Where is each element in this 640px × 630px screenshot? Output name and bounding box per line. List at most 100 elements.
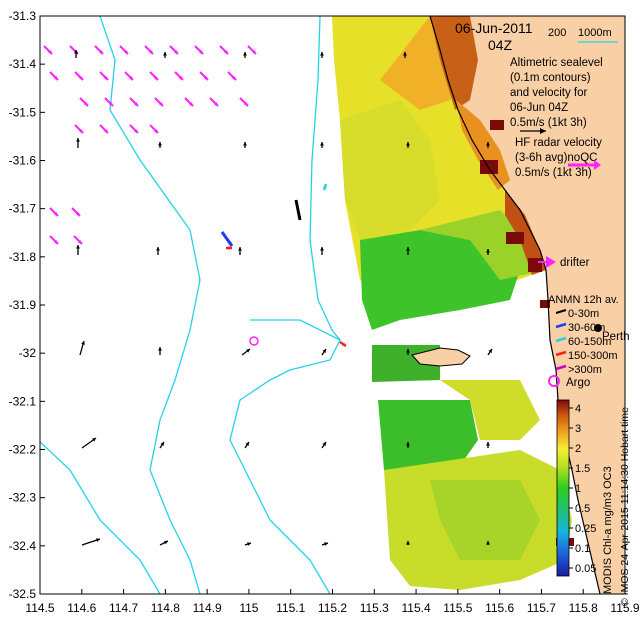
- hf-radar-arrow-head: [232, 76, 236, 80]
- altimetry-arrow-head: [406, 541, 410, 545]
- hf-radar-arrow-head: [79, 129, 83, 133]
- hf-radar-arrow-head: [214, 102, 218, 106]
- isobath-contours: [40, 16, 341, 594]
- svg-text:ANMN 12h av.: ANMN 12h av.: [548, 294, 619, 306]
- svg-text:0.5m/s (1kt 3h): 0.5m/s (1kt 3h): [510, 117, 587, 129]
- colorbar-tick-label: 0.25: [575, 523, 596, 535]
- y-tick-label: -31.3: [9, 9, 37, 23]
- altimetry-arrow-head: [486, 249, 490, 253]
- hf-radar-arrow-head: [244, 102, 248, 106]
- svg-text:HF radar velocity: HF radar velocity: [515, 137, 602, 149]
- colorbar-label: MODIS Chl-a mg/m3 OC3: [602, 466, 614, 594]
- altimetry-arrow-head: [156, 247, 160, 251]
- x-tick-label: 115.3: [360, 601, 389, 615]
- svg-text:and velocity for: and velocity for: [510, 87, 588, 99]
- land-area: [430, 16, 625, 594]
- hf-radar-arrow-head: [54, 76, 58, 80]
- map-time: 04Z: [488, 37, 513, 53]
- hf-radar-arrow-head: [189, 102, 193, 106]
- y-tick-label: -32.5: [9, 587, 37, 601]
- svg-text:drifter: drifter: [560, 257, 590, 269]
- altimetry-arrow-head: [297, 216, 302, 220]
- hf-radar-arrow-head: [129, 76, 133, 80]
- svg-text:0-30m: 0-30m: [568, 308, 599, 320]
- velocity-vectors: [43, 45, 493, 546]
- altimetry-arrow-head: [243, 52, 247, 56]
- altimetry-arrow-head: [247, 542, 251, 546]
- y-tick-label: -31.8: [9, 250, 37, 264]
- chlorophyll-field: [332, 16, 572, 590]
- altimetry-arrow-head: [96, 538, 100, 542]
- colorbar-tick-label: 0.5: [575, 503, 590, 515]
- altimetry-arrow-head: [92, 438, 96, 442]
- altimetry-arrow-head: [320, 52, 324, 56]
- colorbar-tick-label: 2: [575, 443, 581, 455]
- hf-radar-arrow-head: [54, 240, 58, 244]
- altimetry-arrow-head: [164, 540, 168, 545]
- perth-label: Perth: [602, 331, 630, 343]
- chlorophyll-colorbar: [556, 399, 570, 577]
- hf-radar-arrow-head: [99, 50, 103, 54]
- hf-radar-arrow-head: [104, 76, 108, 80]
- hf-radar-arrow-head: [54, 212, 58, 216]
- hf-radar-arrow-head: [78, 240, 82, 244]
- isobath-200: 200: [548, 27, 566, 39]
- altimetry-arrow-head: [320, 142, 324, 146]
- hf-radar-arrow-head: [174, 50, 178, 54]
- anmn-mooring-arrow-head: [228, 242, 232, 246]
- rottnest-island: [411, 347, 471, 367]
- hf-radar-arrow-head: [48, 50, 52, 54]
- y-tick-label: -31.7: [9, 202, 37, 216]
- x-tick-label: 115.9: [610, 601, 639, 615]
- hf-radar-arrow-head: [154, 129, 158, 133]
- colorbar-tick-label: 3: [575, 423, 581, 435]
- altimetry-arrow-head: [403, 52, 407, 56]
- x-tick-label: 114.8: [151, 601, 180, 615]
- svg-text:06-Jun 04Z: 06-Jun 04Z: [510, 102, 568, 114]
- y-tick-label: -32.1: [9, 394, 37, 408]
- anmn-mooring-arrow-head: [323, 184, 327, 188]
- y-tick-label: -32.4: [9, 539, 37, 553]
- altimetry-arrow-head: [486, 442, 490, 446]
- hf-radar-arrow-head: [149, 50, 153, 54]
- hf-radar-arrow-head: [134, 102, 138, 106]
- hf-radar-arrow-head: [159, 102, 163, 106]
- altimetry-arrow-head: [322, 349, 326, 353]
- y-tick-label: -32.3: [9, 491, 37, 505]
- hf-radar-arrow-head: [109, 102, 113, 106]
- x-tick-label: 114.6: [67, 601, 96, 615]
- hf-radar-arrow-head: [204, 76, 208, 80]
- altimetry-arrow-head: [243, 142, 247, 146]
- coastline: [429, 16, 601, 594]
- x-tick-label: 114.9: [193, 601, 222, 615]
- altimetry-arrow-head: [488, 349, 492, 353]
- argo-float-marker: [249, 336, 259, 346]
- isobath-1000: 1000m: [578, 27, 612, 39]
- map-date: 06-Jun-2011: [455, 20, 533, 36]
- y-tick-label: -31.6: [9, 154, 37, 168]
- altimetry-arrow-head: [406, 442, 410, 446]
- altimetry-arrow-head: [320, 247, 324, 251]
- hf-radar-arrow-head: [79, 76, 83, 80]
- x-tick-label: 115: [239, 601, 258, 615]
- svg-text:Altimetric sealevel: Altimetric sealevel: [510, 57, 603, 69]
- x-tick-label: 115.6: [485, 601, 514, 615]
- hf-radar-arrow-head: [134, 129, 138, 133]
- colorbar-tick-label: 0.05: [575, 563, 596, 575]
- credit-text: © IMOS 24-Apr-2015 11:14:30 Hobart time: [619, 407, 631, 606]
- altimetry-arrow-head: [76, 245, 80, 249]
- altimetry-arrow-head: [486, 142, 490, 146]
- x-tick-label: 114.5: [25, 601, 54, 615]
- altimetry-legend: Altimetric sealevel (0.1m contours) and …: [510, 57, 603, 129]
- hf-radar-arrow-head: [199, 50, 203, 54]
- hf-radar-arrow-head: [76, 212, 80, 216]
- hf-radar-arrow-head: [154, 76, 158, 80]
- argo-legend: Argo: [548, 375, 590, 389]
- x-tick-label: 115.2: [318, 601, 347, 615]
- altimetry-arrow-head: [486, 541, 490, 545]
- hf-radar-arrow-head: [104, 129, 108, 133]
- x-tick-label: 115.1: [276, 601, 305, 615]
- y-tick-label: -31.9: [9, 298, 37, 312]
- svg-text:150-300m: 150-300m: [568, 350, 618, 362]
